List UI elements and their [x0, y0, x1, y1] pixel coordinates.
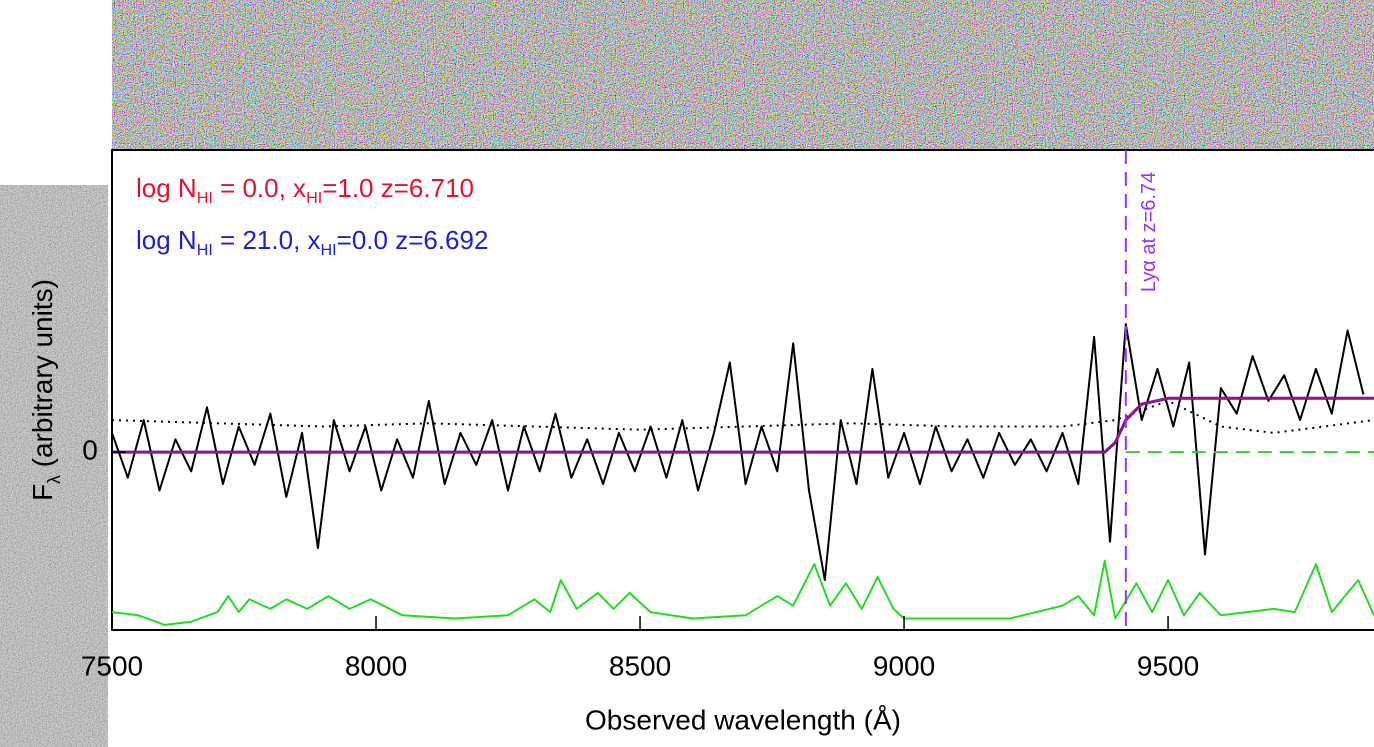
- subscript: λ: [44, 475, 64, 484]
- x-tick-label: 9000: [873, 650, 935, 681]
- y-axis-label: Fλ (arbitrary units): [27, 279, 63, 501]
- x-tick-label: 8500: [609, 650, 671, 681]
- x-tick-label: 9500: [1137, 650, 1199, 681]
- legend-entry: log NHI = 21.0, xHI=0.0 z=6.692: [136, 225, 488, 259]
- background-image: [0, 185, 108, 747]
- text-part: =1.0 z=6.710: [322, 173, 474, 203]
- text-part: = 21.0, x: [213, 225, 321, 255]
- x-tick-label: 8000: [345, 650, 407, 681]
- text-part: =0.0 z=6.692: [337, 225, 489, 255]
- text-part: = 0.0, x: [213, 173, 306, 203]
- text-part: log N: [136, 173, 197, 203]
- series-line: [112, 323, 1365, 582]
- series-line: [112, 559, 1374, 626]
- text-part: (arbitrary units): [27, 279, 58, 475]
- text-part: log N: [136, 225, 197, 255]
- subscript: HI: [197, 241, 213, 259]
- y-tick-label: 0: [82, 434, 98, 465]
- subscript: HI: [197, 189, 213, 207]
- spectrum-image: [112, 0, 1374, 150]
- x-tick-label: 7500: [81, 650, 143, 681]
- annotation: Lyα at z=6.74: [1138, 172, 1160, 292]
- x-axis-label: Observed wavelength (Å): [585, 704, 901, 735]
- subscript: HI: [321, 241, 337, 259]
- plot-frame: [111, 149, 1374, 631]
- series-line: [112, 399, 1374, 434]
- legend-entry: log NHI = 0.0, xHI=1.0 z=6.710: [136, 173, 474, 207]
- plot-area: [112, 150, 1374, 630]
- subscript: HI: [306, 189, 322, 207]
- text-part: F: [27, 484, 58, 501]
